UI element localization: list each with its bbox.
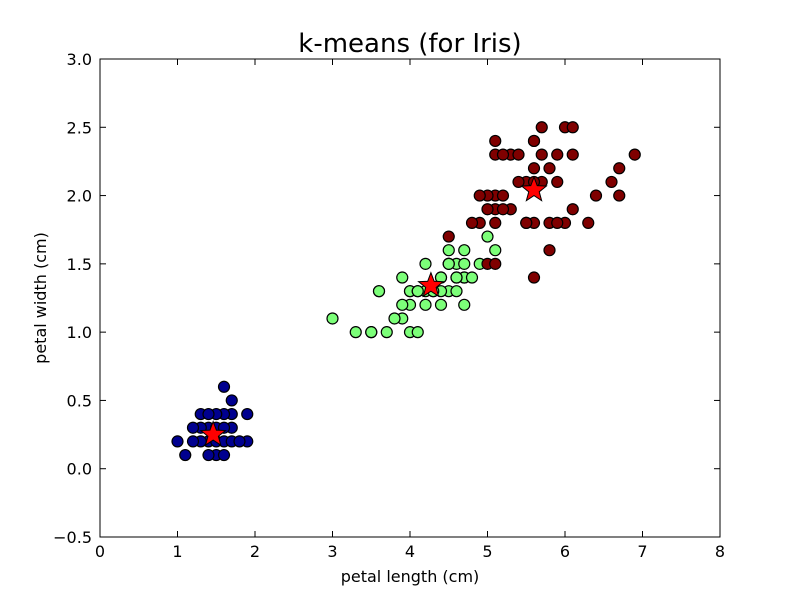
cluster-2-point — [380, 326, 393, 339]
cluster-2-point — [411, 285, 424, 298]
cluster-2-point — [458, 244, 471, 257]
cluster-3-point — [489, 216, 502, 229]
cluster-3-point — [442, 230, 455, 243]
cluster-3-point — [496, 203, 510, 216]
y-tick-label: 1.0 — [67, 323, 92, 342]
cluster-3-point — [489, 257, 502, 270]
cluster-2-point — [349, 326, 362, 339]
y-tick-label: 1.5 — [67, 255, 92, 274]
cluster-1-point — [186, 421, 200, 434]
cluster-2-point — [419, 257, 432, 270]
cluster-3-point — [496, 148, 510, 161]
cluster-1-point — [217, 448, 231, 462]
cluster-2-point — [442, 257, 455, 270]
y-tick-label: 0.0 — [67, 460, 92, 479]
cluster-3-point — [613, 162, 626, 175]
cluster-2-point — [481, 230, 494, 243]
cluster-2-point — [326, 312, 339, 325]
cluster-3-point — [489, 134, 502, 148]
chart-title: k-means (for Iris) — [298, 29, 521, 59]
cluster-2-point — [458, 298, 471, 311]
x-tick-label: 2 — [250, 542, 260, 561]
cluster-3-point — [520, 216, 533, 229]
x-tick-label: 3 — [327, 542, 337, 561]
cluster-3-point — [605, 175, 618, 189]
plot-area — [100, 59, 720, 537]
cluster-2-point — [411, 326, 424, 339]
y-tick-label: −0.5 — [53, 528, 92, 547]
cluster-3-point — [543, 162, 556, 175]
cluster-1-point — [186, 435, 200, 448]
y-tick-label: 2.0 — [67, 187, 92, 206]
cluster-3-point — [551, 175, 564, 189]
cluster-3-point — [527, 134, 541, 148]
cluster-3-point — [551, 148, 564, 161]
cluster-2-point — [434, 298, 448, 311]
cluster-2-point — [372, 285, 386, 298]
x-tick-label: 1 — [172, 542, 182, 561]
centroid-3-star — [520, 175, 548, 202]
cluster-2-point — [396, 271, 409, 284]
cluster-2-point — [442, 244, 455, 257]
cluster-3-point — [628, 148, 641, 161]
y-axis-label: petal width (cm) — [31, 232, 50, 364]
cluster-2-point — [450, 271, 463, 284]
cluster-3-point — [551, 216, 564, 229]
cluster-1-point — [241, 407, 254, 421]
cluster-3-point — [527, 162, 541, 175]
x-axis-label: petal length (cm) — [341, 567, 480, 586]
cluster-1-point — [202, 407, 215, 421]
cluster-1-point — [217, 380, 231, 393]
cluster-3-point — [535, 148, 548, 161]
x-tick-label: 4 — [405, 542, 415, 561]
cluster-1-point — [179, 448, 192, 462]
cluster-3-point — [527, 271, 541, 284]
cluster-3-point — [473, 189, 486, 202]
y-tick-label: 0.5 — [67, 391, 92, 410]
cluster-3-point — [589, 189, 603, 202]
cluster-2-point — [419, 298, 432, 311]
cluster-1-point — [233, 435, 246, 448]
x-tick-label: 7 — [637, 542, 647, 561]
cluster-2-point — [365, 326, 378, 339]
cluster-3-point — [496, 189, 510, 202]
cluster-2-point — [489, 244, 502, 257]
cluster-3-point — [512, 175, 525, 189]
cluster-1-point — [202, 448, 215, 462]
cluster-1-point — [225, 394, 238, 407]
x-tick-label: 8 — [715, 542, 725, 561]
cluster-3-point — [481, 203, 494, 216]
x-tick-label: 5 — [482, 542, 492, 561]
y-tick-label: 2.5 — [67, 118, 92, 137]
cluster-3-point — [512, 148, 525, 161]
centroid-2-star — [417, 271, 445, 298]
cluster-3-point — [582, 216, 595, 229]
cluster-3-point — [566, 203, 579, 216]
x-tick-label: 6 — [560, 542, 570, 561]
cluster-3-point — [543, 244, 556, 257]
y-tick-label: 3.0 — [67, 50, 92, 69]
data-marks — [171, 121, 641, 462]
cluster-2-point — [388, 312, 401, 325]
x-tick-label: 0 — [95, 542, 105, 561]
cluster-2-point — [450, 285, 463, 298]
cluster-1-point — [171, 435, 184, 448]
cluster-3-point — [465, 216, 479, 229]
cluster-2-point — [458, 257, 471, 270]
cluster-3-point — [535, 121, 548, 134]
cluster-3-point — [566, 121, 579, 134]
cluster-2-point — [465, 271, 479, 284]
plot-frame — [99, 58, 721, 538]
cluster-3-point — [566, 148, 579, 161]
cluster-3-point — [613, 189, 626, 202]
centroid-1-star — [199, 420, 227, 447]
cluster-2-point — [396, 298, 409, 311]
